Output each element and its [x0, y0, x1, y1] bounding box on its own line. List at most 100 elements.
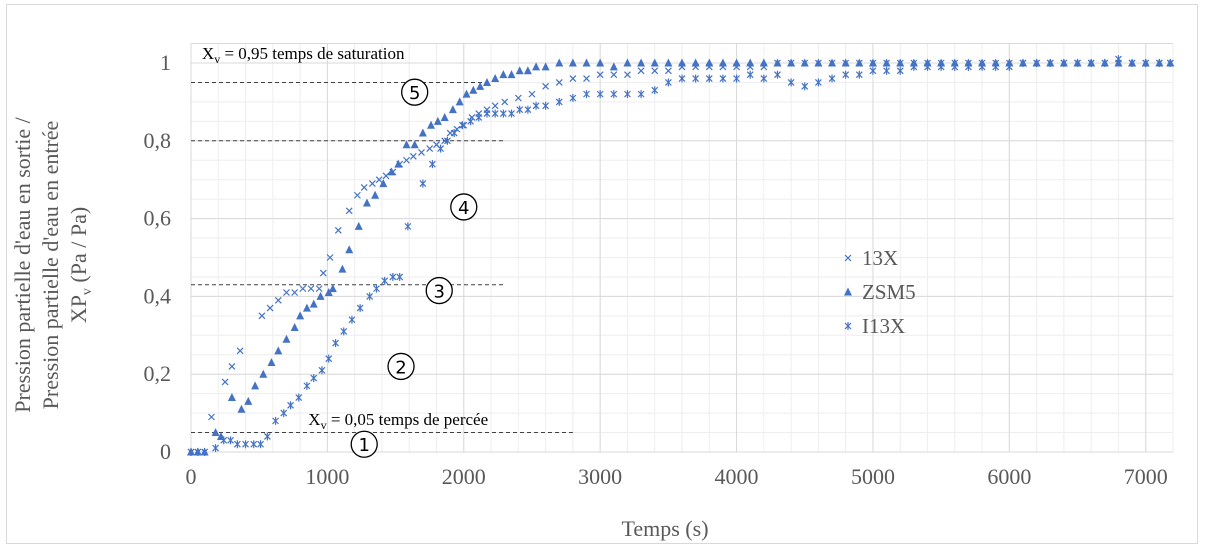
i13x-point [396, 272, 404, 281]
zsm5-point [507, 70, 516, 79]
13x-point-stroke [345, 207, 353, 215]
zsm5-point [455, 97, 464, 106]
zsm5-point [316, 291, 325, 300]
zsm5-point [217, 431, 226, 440]
i13x-point [428, 160, 436, 169]
13x-point-stroke [441, 137, 449, 145]
y-tick-label: 0,4 [144, 283, 172, 308]
i13x-point [583, 90, 590, 99]
i13x-point [443, 136, 451, 145]
13x-point-stroke [453, 125, 461, 133]
zsm5-point [523, 66, 532, 75]
i13x-point [542, 101, 550, 110]
13x-point-stroke [468, 114, 476, 121]
i13x-point [280, 409, 288, 418]
13x-point-stroke [307, 285, 315, 293]
y-axis-xp: XP [66, 295, 91, 323]
i13x-point [499, 109, 507, 118]
i13x-point [348, 315, 356, 324]
13x-point [319, 269, 327, 277]
i13x-point [233, 440, 241, 449]
zsm5-point [678, 58, 686, 67]
x-tick-label: 6000 [987, 464, 1031, 489]
13x-point [453, 125, 461, 133]
13x-point-stroke [664, 67, 672, 75]
i13x-point [610, 90, 618, 99]
13x-point-stroke [315, 285, 323, 293]
i13x-point [450, 129, 458, 138]
13x-point-stroke [426, 145, 434, 153]
minor-grid [190, 43, 1174, 453]
13x-point [368, 180, 376, 188]
i13x-point [992, 62, 1000, 71]
13x-point [583, 75, 590, 82]
zsm5-point [259, 369, 268, 378]
13x-point [208, 413, 215, 421]
i13x-point [624, 90, 631, 99]
zsm5-point [759, 58, 768, 67]
y-tick-label: 1 [160, 50, 171, 75]
legend: 13X ZSM5 I13X [844, 246, 916, 338]
legend-marker-13x [844, 254, 852, 262]
13x-point [334, 226, 342, 234]
i13x-point [310, 374, 318, 383]
i13x-point [295, 393, 303, 402]
13x-point [382, 172, 390, 180]
legend-label: ZSM5 [862, 280, 916, 304]
zsm5-point [705, 58, 714, 67]
zsm5-point [345, 245, 354, 254]
zsm5-point [623, 58, 632, 67]
13x-point [468, 114, 476, 121]
y-tick-label: 0,2 [144, 361, 172, 386]
zsm5-point [814, 58, 823, 67]
phase-circle [387, 352, 415, 381]
zsm5-point [328, 284, 337, 293]
i13x-point [356, 304, 364, 313]
13x-point-stroke [326, 254, 334, 261]
zsm5-point [718, 58, 727, 67]
13x-point-stroke [382, 172, 390, 180]
y-axis-title-line-3: XPv (Pa / Pa) [66, 207, 95, 323]
13x-point-stroke [569, 75, 577, 82]
i13x-point [257, 440, 264, 449]
i13x-point [569, 94, 577, 103]
i13x-point [1019, 59, 1027, 67]
x-tick-label: 5000 [851, 464, 895, 489]
i13x-point [491, 109, 499, 118]
zsm5-point [650, 58, 659, 67]
13x-point-stroke [555, 79, 563, 86]
13x-point [569, 75, 577, 82]
i13x-point [1074, 59, 1081, 67]
y-axis-title-line-2: Pression partielle d'eau en entrée [38, 121, 63, 410]
zsm5-point [664, 58, 673, 67]
13x-point [460, 121, 468, 129]
zsm5-point [237, 404, 246, 413]
zsm5-point [555, 58, 564, 67]
13x-point-stroke [610, 71, 618, 79]
zsm5-point [418, 128, 427, 137]
y-tick-label: 0,6 [144, 206, 172, 231]
13x-point [418, 149, 425, 156]
i13x-point [705, 74, 713, 83]
zsm5-point [324, 288, 333, 297]
13x-point-stroke [291, 289, 299, 296]
y-tick-label: 0,8 [144, 128, 172, 153]
i13x-point [801, 82, 809, 91]
zsm5-point [582, 58, 591, 67]
13x-point [291, 289, 299, 296]
i13x-point [555, 97, 563, 106]
i13x-point [1128, 59, 1136, 67]
zsm5-point [469, 85, 478, 94]
x-tick-label: 4000 [715, 464, 759, 489]
i13x-point [787, 78, 795, 87]
i13x-point [596, 90, 604, 99]
zsm5-point [427, 120, 436, 129]
13x-point-stroke [236, 347, 244, 355]
13x-point-stroke [583, 75, 590, 82]
13x-point-stroke [283, 289, 290, 296]
13x-point [307, 285, 315, 293]
13x-point-stroke [624, 71, 631, 79]
zsm5-point [868, 58, 877, 67]
13x-point-stroke [221, 378, 229, 386]
data-points [187, 55, 1175, 456]
